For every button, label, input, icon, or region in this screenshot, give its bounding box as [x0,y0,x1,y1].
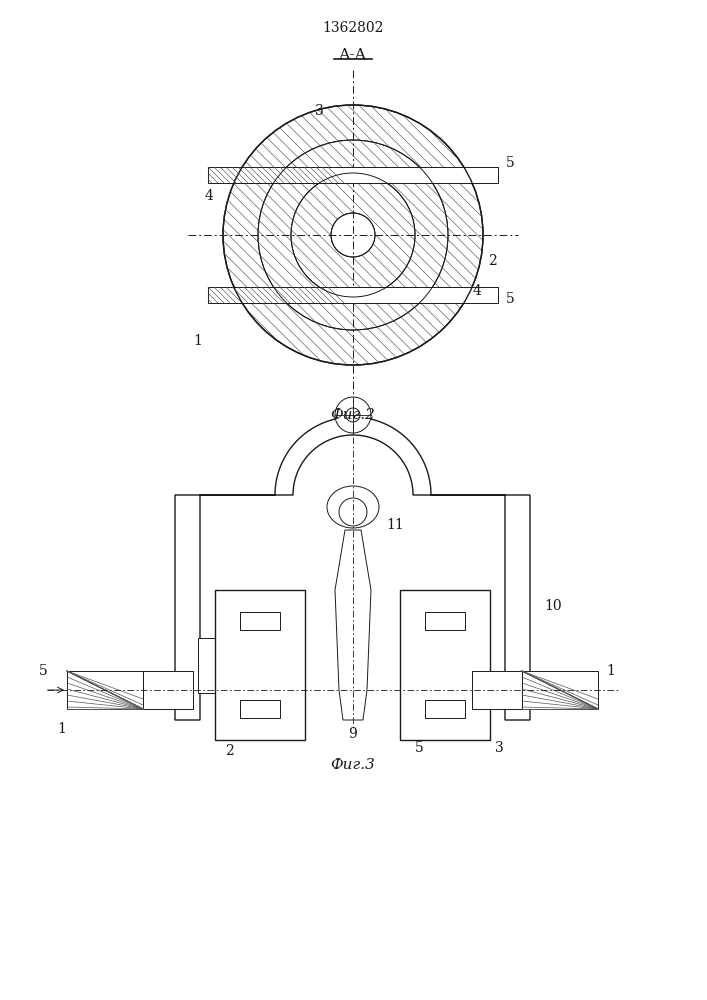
Bar [400,590,490,740]
Text: 1362802: 1362802 [322,21,384,35]
Polygon shape [175,417,530,720]
Text: 4: 4 [205,189,214,203]
Bar [208,167,498,183]
Circle shape [335,397,371,433]
Text: А-А: А-А [339,48,367,62]
Text: 9: 9 [348,727,357,741]
Bar [143,671,193,709]
Text: 2: 2 [225,744,234,758]
Bar [473,638,485,693]
Ellipse shape [327,486,379,528]
Text: 4: 4 [473,284,482,298]
Circle shape [291,173,415,297]
Text: 10: 10 [544,599,561,613]
Bar [198,638,220,693]
Text: 1: 1 [606,664,615,678]
Circle shape [258,140,448,330]
Text: 1: 1 [57,722,66,736]
Text: Фиг.2: Фиг.2 [331,408,375,422]
Text: 5: 5 [506,292,515,306]
Text: 1: 1 [193,334,202,348]
Text: 5: 5 [506,156,515,170]
Polygon shape [335,530,371,720]
Text: 2: 2 [488,254,497,268]
Circle shape [346,408,360,422]
Circle shape [223,105,483,365]
Text: 3: 3 [315,104,324,118]
Bar [472,671,522,709]
Text: 5: 5 [39,664,48,678]
Bar [425,612,465,630]
Circle shape [331,213,375,257]
Text: 11: 11 [386,518,404,532]
Text: 5: 5 [415,741,423,755]
Text: 3: 3 [495,741,504,755]
Bar [67,671,143,709]
Bar [522,671,598,709]
Bar [215,590,305,740]
Bar [240,700,280,718]
Bar [208,287,498,303]
Bar [240,612,280,630]
Text: Фиг.3: Фиг.3 [331,758,375,772]
Ellipse shape [339,498,367,526]
Bar [425,700,465,718]
